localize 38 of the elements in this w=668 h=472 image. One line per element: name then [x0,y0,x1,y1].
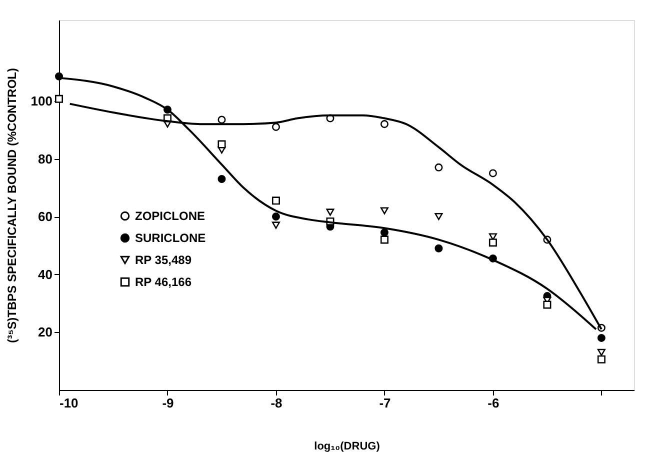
point [488,169,497,178]
point [326,208,334,216]
legend-label: RP 46,166 [135,275,192,289]
point [218,140,226,148]
y-axis-title: (³⁵S)TBPS SPECIFICALLY BOUND (%CONTROL) [4,68,19,343]
point [380,120,388,128]
x-axis-title: log₁₀(DRUG) [314,440,380,452]
y-tick-label: 20 [38,324,52,340]
point [218,116,226,124]
point [488,238,497,247]
point [272,222,280,229]
point [434,213,443,220]
point [543,300,552,309]
point [434,163,443,172]
point [272,212,280,221]
x-tick-label: -10 [60,396,78,410]
point [380,207,388,214]
point [597,348,606,356]
point [272,122,280,131]
y-tick-label: 40 [38,266,52,282]
legend-label: RP 35,489 [135,253,192,267]
x-tick-label: -7 [379,396,391,410]
legend-label: SURICLONE [135,231,206,245]
y-tick-label: 100 [30,93,52,108]
point [597,355,606,364]
x-tick-label: -8 [270,396,282,410]
point [380,236,388,244]
legend-label: ZOPICLONE [135,209,206,223]
point [272,196,280,205]
x-tick-label: -6 [488,396,500,410]
point [434,244,443,252]
point [597,334,606,342]
point [218,174,226,183]
x-tick-label: -9 [162,396,174,410]
point [380,228,388,236]
y-tick-label: 60 [38,209,52,224]
y-tick-label: 80 [38,151,52,166]
point [54,94,64,103]
